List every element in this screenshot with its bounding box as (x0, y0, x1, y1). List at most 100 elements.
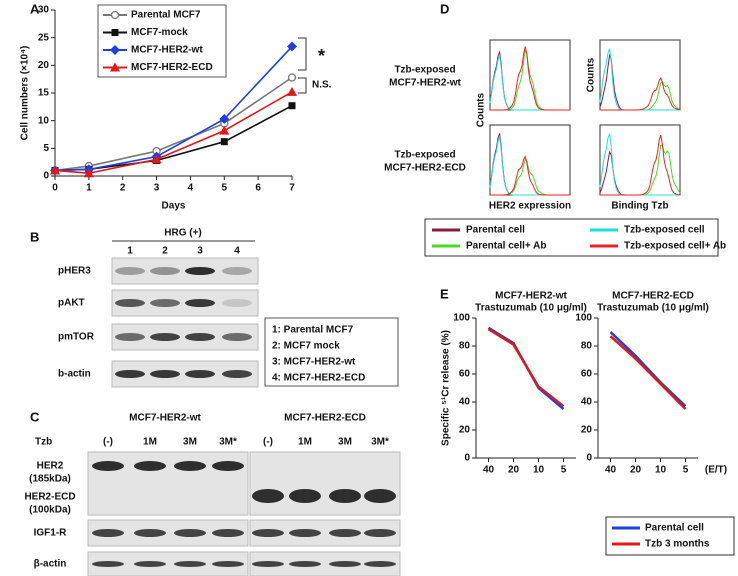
row-label: HER2 (37, 461, 64, 472)
row-label: pmTOR (58, 332, 95, 343)
lane-label: 3M* (219, 437, 237, 448)
band (185, 299, 215, 307)
x-axis-label: HER2 expression (489, 201, 571, 212)
band (174, 561, 206, 567)
row-label: IGF1-R (34, 528, 68, 539)
group-label: MCF7-HER2-wt (129, 413, 201, 424)
y-tick-label: 5 (43, 143, 49, 154)
row-label: (185kDa) (29, 474, 71, 485)
row-label: Tzb-exposed (394, 65, 455, 76)
band (329, 561, 361, 567)
chart-title: Trastuzumab (10 μg/ml) (597, 303, 709, 314)
row-label: Tzb (35, 437, 52, 448)
y-tick-label: 0 (464, 453, 470, 464)
y-tick-label: 10 (38, 115, 50, 126)
band (115, 370, 145, 378)
legend-label: Parental cell+ Ab (466, 241, 547, 252)
band (185, 333, 215, 341)
row-label: (100kDa) (29, 505, 71, 516)
band (222, 267, 252, 275)
band (185, 267, 215, 275)
lane-label: 3M (338, 437, 352, 448)
key-label: 3: MCF7-HER2-wt (272, 357, 356, 368)
legend-label: MCF7-mock (131, 27, 188, 38)
panel-label: C (30, 409, 40, 424)
histogram-frame (489, 124, 571, 196)
y-tick-label: 20 (459, 425, 471, 436)
marker (288, 102, 296, 110)
x-tick-label: 0 (52, 183, 58, 194)
x-tick-label: 5 (683, 465, 689, 476)
band (115, 333, 145, 341)
series-line (54, 105, 293, 172)
histogram (490, 46, 570, 111)
y-tick-label: 25 (38, 32, 50, 43)
band (222, 299, 252, 307)
band (212, 529, 244, 537)
histogram (490, 155, 570, 196)
y-tick-label: 0 (586, 453, 592, 464)
y-tick-label: 20 (581, 425, 593, 436)
annotation: * (318, 46, 325, 66)
bracket (298, 37, 307, 71)
lane-label: 1M (298, 437, 312, 448)
row-label: MCF7-HER2-wt (389, 78, 461, 89)
band (329, 489, 361, 503)
band (92, 461, 124, 471)
legend-label: Tzb-exposed cell (624, 225, 705, 236)
key-label: 1: Parental MCF7 (272, 325, 354, 336)
band (150, 370, 180, 378)
y-tick-label: 40 (459, 397, 471, 408)
row-label: Tzb-exposed (394, 150, 455, 161)
lane-label: (-) (263, 437, 273, 448)
y-tick-label: 60 (459, 369, 471, 380)
y-tick-label: 100 (575, 313, 592, 324)
series-line (487, 328, 565, 408)
x-tick-label: 40 (483, 465, 495, 476)
marker (287, 41, 297, 52)
y-tick-label: 80 (581, 341, 593, 352)
x-axis-label: Binding Tzb (611, 201, 668, 212)
band (150, 333, 180, 341)
y-tick-label: 80 (459, 341, 471, 352)
panel-label: B (30, 229, 39, 244)
histogram (600, 76, 681, 111)
lane-label: (-) (103, 437, 113, 448)
marker (220, 138, 228, 146)
band (364, 529, 396, 537)
x-tick-label: 5 (222, 183, 228, 194)
y-tick-label: 20 (38, 60, 50, 71)
x-tick-label: 4 (188, 183, 194, 194)
y-tick-label: 15 (38, 88, 50, 99)
marker (219, 114, 230, 125)
histogram (600, 135, 681, 196)
band (252, 529, 284, 537)
series-line (54, 91, 293, 175)
band (185, 370, 215, 378)
legend-box (424, 218, 719, 257)
x-tick-label: 20 (508, 465, 520, 476)
marker (111, 29, 119, 36)
band (289, 489, 321, 503)
chart-title: MCF7-HER2-ECD (612, 291, 694, 302)
panel-label: E (440, 286, 449, 301)
y-axis-label: Counts (586, 57, 597, 92)
lane-label: 3M* (371, 437, 389, 448)
band (212, 561, 244, 567)
legend-label: Tzb 3 months (645, 539, 710, 550)
band (134, 561, 166, 567)
blot-header: HRG (+) (164, 228, 202, 239)
marker (287, 86, 297, 96)
marker (83, 168, 94, 178)
band (150, 267, 180, 275)
band (134, 461, 166, 471)
y-axis-label: Cell numbers (×10⁴) (20, 46, 31, 141)
band (289, 529, 321, 537)
legend-box (97, 4, 227, 78)
y-tick-label: 60 (581, 369, 593, 380)
key-box (264, 317, 399, 387)
x-tick-label: 7 (289, 183, 295, 194)
row-label: pHER3 (58, 266, 91, 277)
marker (151, 154, 162, 164)
